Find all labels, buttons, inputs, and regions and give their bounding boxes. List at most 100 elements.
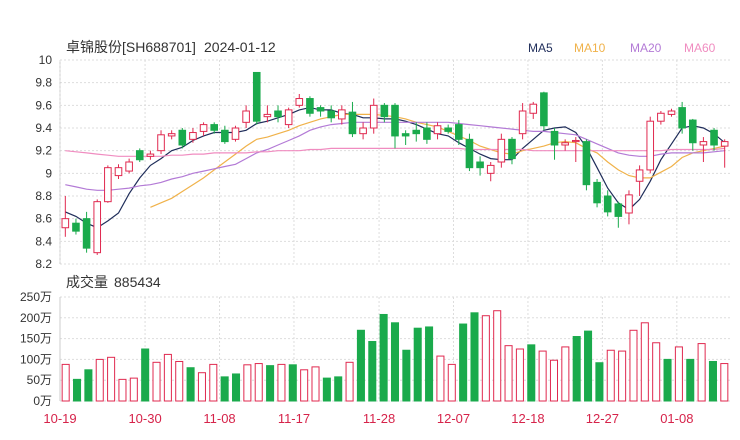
candle [306,96,314,117]
candle-body [423,127,431,140]
volume-bar [470,312,479,402]
candle-body [210,124,219,131]
candle-body [316,107,325,112]
volume-bar [697,343,706,402]
candle-body [540,92,548,127]
candle-body [284,109,293,126]
volume-bar [266,365,275,402]
price-tick-label: 9.6 [35,98,52,112]
candle [614,201,623,228]
volume-bar [95,358,104,402]
price-tick-label: 9.8 [35,76,52,90]
ma-legend: MA5 MA10 MA20 MA60 [528,41,716,55]
volume-value: 885434 [114,274,161,290]
volume-bar [368,341,377,402]
candle-body [135,150,144,161]
candle-body [157,134,165,152]
volume-bar [674,346,683,402]
candle [625,190,633,225]
volume-bar [288,364,297,402]
candle [231,125,240,142]
candle-body [444,127,452,132]
volume-tick-label: 250万 [20,290,52,304]
legend-ma10: MA10 [574,41,606,55]
candle-body [561,142,569,146]
candle [571,137,580,162]
candle-body [433,125,442,135]
date-tick-label: 10-19 [43,411,76,426]
volume-bar [538,350,547,402]
candle-body [306,98,314,114]
candle-body [582,141,591,186]
volume-bar [220,376,229,402]
price-grid [59,59,730,265]
date-x-axis: 10-19 10-30 11-08 11-17 11-28 12-07 12-18 12-27… [43,411,693,426]
candle [508,137,516,165]
candle-body [550,130,559,146]
candle [221,125,229,144]
candle [720,139,729,168]
candle-body [529,103,538,114]
candle [497,133,506,168]
volume-tick-label: 150万 [20,332,52,346]
volume-bar [413,327,422,402]
candle-body [518,110,527,135]
candle-body [263,113,272,118]
price-tick-label: 9 [45,166,52,180]
price-tick-label: 10 [39,53,53,67]
candle [72,218,80,235]
volume-bar [152,361,161,402]
candle [444,124,452,134]
candle-body [93,201,102,254]
candle [359,122,367,140]
candle-body [412,129,421,135]
candle-body [114,167,123,177]
candlesticks [61,71,729,255]
volume-bar [254,363,263,402]
candle [210,122,219,134]
volume-bars [61,310,729,402]
candle-body [401,133,410,137]
candle [252,71,261,125]
chart-date-label: 2024-01-12 [204,39,276,55]
candle [348,101,357,138]
volume-bar [652,342,661,402]
volume-y-axis: 250万 200万 150万 100万 50万 0万 [20,290,52,408]
volume-bar [425,326,434,402]
candle [401,130,410,145]
candle-body [369,104,378,129]
volume-bar [686,358,695,402]
price-tick-label: 9.2 [35,144,52,158]
candle [327,105,335,123]
candle [61,196,70,237]
candle-body [61,218,70,229]
date-tick-label: 12-27 [586,411,619,426]
candle-body [455,124,463,140]
volume-bar [61,363,70,402]
volume-bar [209,363,218,402]
date-tick-label: 12-18 [511,411,544,426]
volume-bar [175,360,184,402]
price-tick-label: 8.6 [35,212,52,226]
legend-ma60: MA60 [684,41,716,55]
candle [146,150,155,160]
candle [657,111,665,125]
candle [157,130,165,155]
volume-tick-label: 200万 [20,311,52,325]
volume-bar [322,377,331,402]
candle-body [508,138,516,160]
volume-bar [436,355,445,402]
candle [104,165,112,203]
volume-bar [107,356,116,402]
candle [550,128,559,160]
candle [678,101,686,134]
volume-bar [561,346,570,402]
candle [635,165,644,196]
candle [369,98,378,134]
candle-body [274,110,282,118]
volume-bar [515,348,524,402]
stock-name-label: 卓锦股份[SH688701] [66,39,196,55]
candle-body [635,169,644,182]
candle-body [242,110,250,123]
